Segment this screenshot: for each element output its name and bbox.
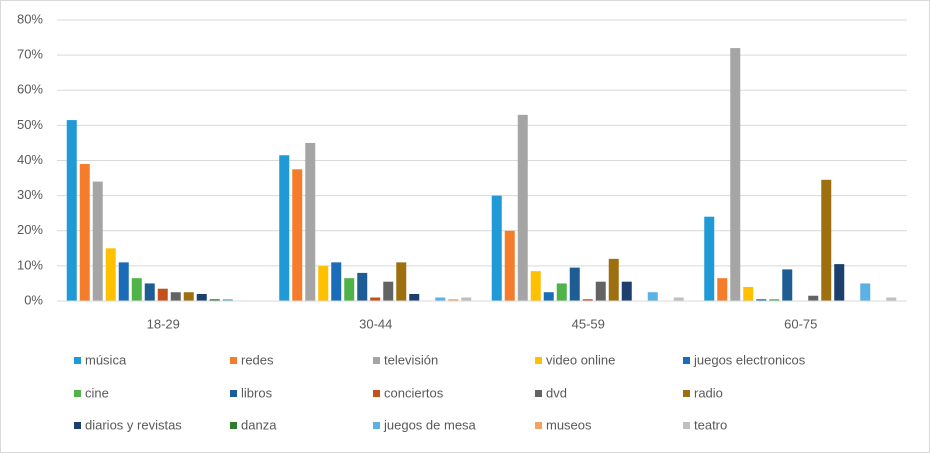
x-tick-label: 60-75 (784, 316, 817, 331)
legend-label: libros (241, 385, 273, 400)
bar (79, 164, 90, 301)
bar (144, 283, 155, 301)
legend-swatch (535, 390, 542, 397)
legend-label: teatro (694, 417, 727, 432)
bar (756, 299, 767, 301)
bar (222, 299, 233, 301)
bar (608, 258, 619, 301)
bar (318, 265, 329, 301)
legend-swatch (230, 422, 237, 429)
legend-label: museos (546, 417, 592, 432)
bar (118, 262, 129, 301)
legend-swatch (74, 422, 81, 429)
bar (782, 269, 793, 301)
legend-label: juegos de mesa (383, 417, 477, 432)
bar (66, 120, 77, 301)
bar (517, 114, 528, 302)
legend-swatch (683, 357, 690, 364)
x-tick-label: 18-29 (147, 316, 180, 331)
bar (582, 299, 593, 301)
x-tick-label: 45-59 (572, 316, 605, 331)
bar (595, 281, 606, 301)
bar (530, 271, 541, 301)
bar (396, 262, 407, 301)
legend-label: diarios y revistas (85, 417, 182, 432)
bar (196, 293, 207, 301)
legend-label: juegos electronicos (693, 352, 806, 367)
bar (131, 278, 142, 301)
bar (491, 195, 502, 301)
y-tick-label: 0% (24, 292, 43, 307)
bar (92, 181, 103, 301)
bar (886, 297, 897, 301)
bar (621, 281, 632, 301)
bar (279, 155, 290, 301)
y-tick-label: 80% (17, 11, 43, 26)
bar (504, 230, 515, 301)
bar (673, 297, 684, 301)
y-tick-label: 70% (17, 47, 43, 62)
y-tick-label: 20% (17, 222, 43, 237)
bar (344, 278, 355, 301)
legend-swatch (230, 357, 237, 364)
bar (717, 278, 728, 301)
legend-label: radio (694, 385, 723, 400)
legend-label: televisión (384, 352, 438, 367)
bar (357, 272, 368, 301)
legend-swatch (373, 422, 380, 429)
y-tick-label: 30% (17, 187, 43, 202)
bar (209, 299, 220, 301)
legend-swatch (373, 357, 380, 364)
legend-swatch (373, 390, 380, 397)
bar (821, 179, 832, 301)
legend-label: video online (546, 352, 615, 367)
bar (183, 292, 194, 301)
bar (543, 292, 554, 301)
bar (569, 267, 580, 301)
bar (461, 297, 472, 301)
bar (730, 48, 741, 301)
bar (743, 286, 754, 301)
y-tick-label: 40% (17, 152, 43, 167)
legend-swatch (683, 390, 690, 397)
bar (170, 292, 181, 301)
bar (448, 299, 459, 301)
legend-swatch (74, 390, 81, 397)
legend-label: conciertos (384, 385, 444, 400)
legend-label: música (85, 352, 127, 367)
bar (409, 293, 420, 301)
legend-label: redes (241, 352, 274, 367)
bar (292, 169, 303, 301)
legend-swatch (683, 422, 690, 429)
bar (834, 264, 845, 301)
bar (860, 283, 871, 301)
bar (105, 248, 116, 301)
legend-swatch (535, 422, 542, 429)
y-tick-label: 60% (17, 82, 43, 97)
legend-swatch (535, 357, 542, 364)
legend-label: danza (241, 417, 277, 432)
bar (769, 299, 780, 301)
bar (647, 292, 658, 301)
bar (435, 297, 446, 301)
bar (383, 281, 394, 301)
bar (370, 297, 381, 301)
legend-label: cine (85, 385, 109, 400)
bar (331, 262, 342, 301)
bar (808, 295, 819, 301)
bar (556, 283, 567, 301)
legend-swatch (74, 357, 81, 364)
bar (704, 216, 715, 301)
x-tick-label: 30-44 (359, 316, 392, 331)
legend-label: dvd (546, 385, 567, 400)
y-tick-label: 50% (17, 117, 43, 132)
bar (305, 142, 316, 301)
y-tick-label: 10% (17, 257, 43, 272)
bar (157, 288, 168, 301)
legend-swatch (230, 390, 237, 397)
